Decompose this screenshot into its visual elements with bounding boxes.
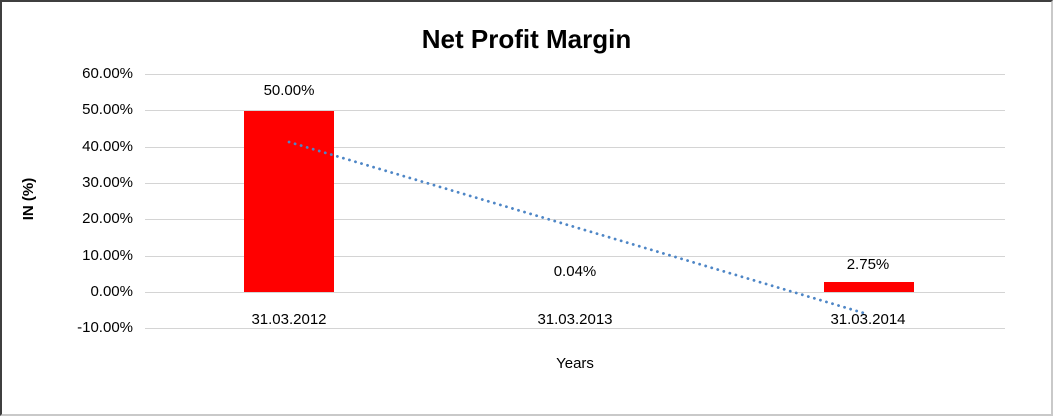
x-category-2012: 31.03.2012 <box>251 311 327 328</box>
gridline-0 <box>145 292 1005 293</box>
bar-2014 <box>824 282 914 292</box>
y-tick-label: 60.00% <box>82 65 133 82</box>
x-axis-title: Years <box>556 355 594 372</box>
bar-2012 <box>244 111 334 292</box>
gridline-60 <box>145 74 1005 75</box>
x-category-2013: 31.03.2013 <box>537 311 613 328</box>
y-tick-label: 20.00% <box>82 210 133 227</box>
x-category-2014: 31.03.2014 <box>830 311 906 328</box>
gridline-50 <box>145 110 1005 111</box>
y-tick-label: 0.00% <box>90 283 133 300</box>
y-tick-label: 50.00% <box>82 101 133 118</box>
y-tick-label: 40.00% <box>82 138 133 155</box>
y-tick-label: 10.00% <box>82 247 133 264</box>
y-tick-label: -10.00% <box>77 319 133 336</box>
y-tick-label: 30.00% <box>82 174 133 191</box>
y-axis-title: IN (%) <box>20 177 37 221</box>
data-label-2014: 2.75% <box>846 256 890 273</box>
chart-title: Net Profit Margin <box>421 24 632 54</box>
data-label-2013: 0.04% <box>553 263 597 280</box>
data-label-2012: 50.00% <box>263 82 315 99</box>
gridline-neg10 <box>145 328 1005 329</box>
